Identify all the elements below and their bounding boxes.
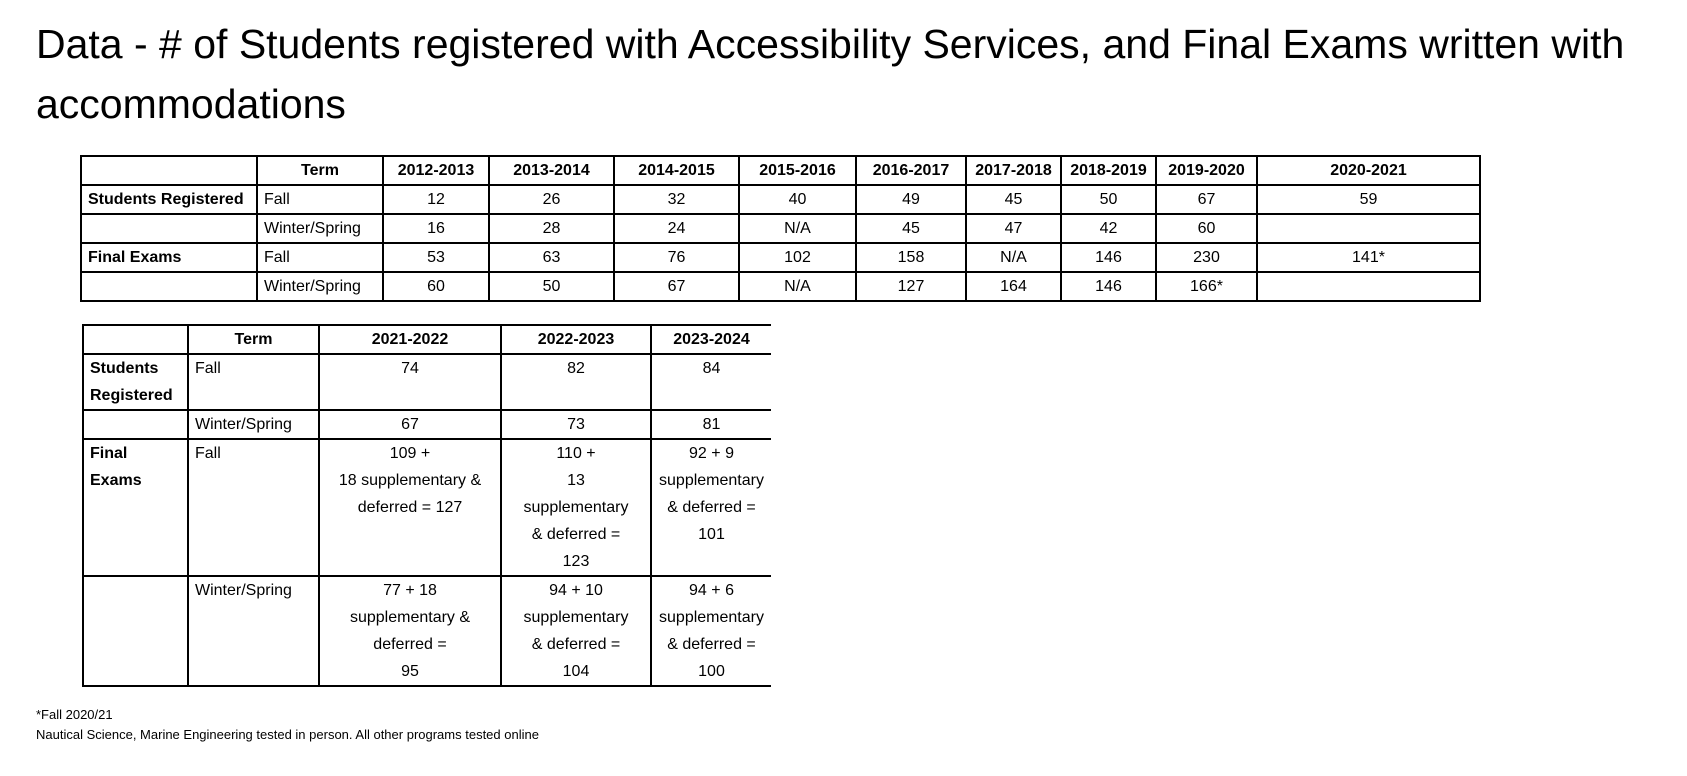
table-row: Final Exams Fall 109 +18 supplementary & d… xyxy=(82,438,771,577)
row-group-label xyxy=(82,409,189,440)
table-cell: 45 xyxy=(855,213,967,244)
table-row: Students Registered Fall 12 26 32 40 49 … xyxy=(80,184,1481,215)
year-header: 2020-2021 xyxy=(1256,155,1481,186)
year-header: 2019-2020 xyxy=(1155,155,1258,186)
table-cell: 110 +13 supplementary & deferred = 123 xyxy=(500,438,652,577)
header-blank-cell xyxy=(80,155,258,186)
row-group-label: Students Registered xyxy=(80,184,258,215)
table-cell: 102 xyxy=(738,242,857,273)
table-row: Students Registered Fall 74 82 84 xyxy=(82,353,771,411)
table-cell: 81 xyxy=(650,409,771,440)
table-cell: 28 xyxy=(488,213,615,244)
year-header: 2016-2017 xyxy=(855,155,967,186)
table-cell: 141* xyxy=(1256,242,1481,273)
registration-table-2021-2024: Term 2021-2022 2022-2023 2023-2024 Stude… xyxy=(82,324,771,687)
table-cell xyxy=(1256,271,1481,302)
row-term-label: Fall xyxy=(187,438,320,577)
table-cell: 50 xyxy=(1060,184,1157,215)
table-cell: 26 xyxy=(488,184,615,215)
table-row: Winter/Spring 16 28 24 N/A 45 47 42 60 xyxy=(80,213,1481,244)
table-cell: N/A xyxy=(965,242,1062,273)
table-cell: 109 +18 supplementary & deferred = 127 xyxy=(318,438,502,577)
table-cell: 53 xyxy=(382,242,490,273)
table-cell: 49 xyxy=(855,184,967,215)
row-term-label: Fall xyxy=(256,242,384,273)
table-cell: 42 xyxy=(1060,213,1157,244)
table-row: Final Exams Fall 53 63 76 102 158 N/A 14… xyxy=(80,242,1481,273)
table-cell: 63 xyxy=(488,242,615,273)
table-cell: 92 + 9 supplementary & deferred = 101 xyxy=(650,438,771,577)
page-title: Data - # of Students registered with Acc… xyxy=(36,21,1625,127)
term-header: Term xyxy=(187,324,320,355)
table-cell xyxy=(1256,213,1481,244)
table-cell: 12 xyxy=(382,184,490,215)
year-header: 2018-2019 xyxy=(1060,155,1157,186)
table-cell: N/A xyxy=(738,271,857,302)
table-cell: 164 xyxy=(965,271,1062,302)
row-group-label: Final Exams xyxy=(80,242,258,273)
table-cell: 24 xyxy=(613,213,740,244)
table-cell: 74 xyxy=(318,353,502,411)
table-cell: 146 xyxy=(1060,271,1157,302)
year-header: 2015-2016 xyxy=(738,155,857,186)
year-header: 2014-2015 xyxy=(613,155,740,186)
registration-table-2012-2021: Term 2012-2013 2013-2014 2014-2015 2015-… xyxy=(80,155,1481,302)
row-term-label: Fall xyxy=(256,184,384,215)
table-cell: 67 xyxy=(1155,184,1258,215)
year-header: 2023-2024 xyxy=(650,324,771,355)
footnote-fall-2020: *Fall 2020/21 xyxy=(36,707,113,722)
table-cell: 76 xyxy=(613,242,740,273)
table-cell: 166* xyxy=(1155,271,1258,302)
table-cell: 60 xyxy=(382,271,490,302)
row-term-label: Fall xyxy=(187,353,320,411)
table-cell: 67 xyxy=(613,271,740,302)
table-cell: 94 + 6 supplementary & deferred = 100 xyxy=(650,575,771,687)
table-cell: 127 xyxy=(855,271,967,302)
row-group-label xyxy=(80,213,258,244)
table-header-row: Term 2021-2022 2022-2023 2023-2024 xyxy=(82,324,771,355)
table-cell: 82 xyxy=(500,353,652,411)
footnote-testing-note: Nautical Science, Marine Engineering tes… xyxy=(36,727,539,742)
table-cell: 230 xyxy=(1155,242,1258,273)
row-group-label xyxy=(82,575,189,687)
table-cell: 158 xyxy=(855,242,967,273)
row-term-label: Winter/Spring xyxy=(256,271,384,302)
table-cell: 84 xyxy=(650,353,771,411)
table-cell: 73 xyxy=(500,409,652,440)
row-group-label: Students Registered xyxy=(82,353,189,411)
row-group-label xyxy=(80,271,258,302)
table-cell: 40 xyxy=(738,184,857,215)
row-term-label: Winter/Spring xyxy=(187,409,320,440)
row-group-label: Final Exams xyxy=(82,438,189,577)
table-cell: 45 xyxy=(965,184,1062,215)
table-cell: 47 xyxy=(965,213,1062,244)
year-header: 2012-2013 xyxy=(382,155,490,186)
table-cell: 146 xyxy=(1060,242,1157,273)
table-cell: 16 xyxy=(382,213,490,244)
table-cell: 60 xyxy=(1155,213,1258,244)
row-term-label: Winter/Spring xyxy=(187,575,320,687)
table-cell: 77 + 18 supplementary & deferred = 95 xyxy=(318,575,502,687)
table-cell: 50 xyxy=(488,271,615,302)
year-header: 2022-2023 xyxy=(500,324,652,355)
year-header: 2021-2022 xyxy=(318,324,502,355)
table-row: Winter/Spring 67 73 81 xyxy=(82,409,771,440)
table-row: Winter/Spring 77 + 18 supplementary & defe… xyxy=(82,575,771,687)
header-blank-cell xyxy=(82,324,189,355)
table-cell: 94 + 10 supplementary & deferred = 104 xyxy=(500,575,652,687)
table-cell: N/A xyxy=(738,213,857,244)
table-cell: 32 xyxy=(613,184,740,215)
row-term-label: Winter/Spring xyxy=(256,213,384,244)
table-row: Winter/Spring 60 50 67 N/A 127 164 146 1… xyxy=(80,271,1481,302)
term-header: Term xyxy=(256,155,384,186)
table-cell: 67 xyxy=(318,409,502,440)
table-header-row: Term 2012-2013 2013-2014 2014-2015 2015-… xyxy=(80,155,1481,186)
year-header: 2013-2014 xyxy=(488,155,615,186)
year-header: 2017-2018 xyxy=(965,155,1062,186)
table-cell: 59 xyxy=(1256,184,1481,215)
